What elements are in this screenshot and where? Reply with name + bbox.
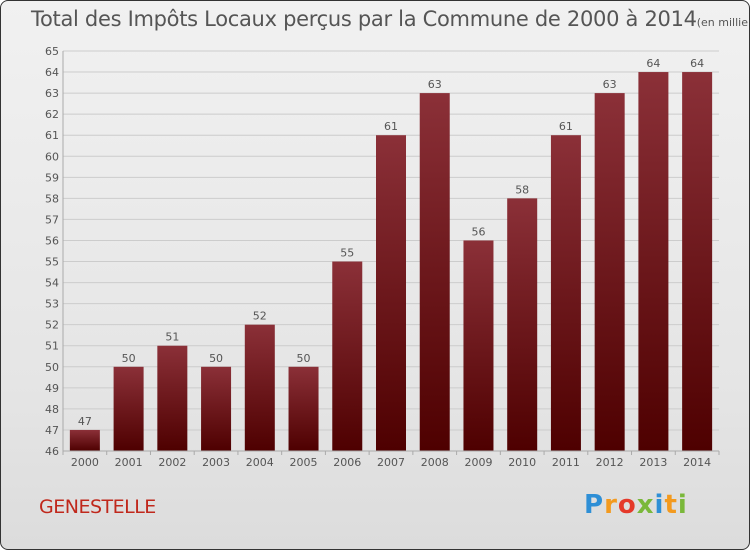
bar — [244, 324, 275, 451]
x-tick-label: 2008 — [421, 456, 449, 469]
bar — [113, 366, 144, 451]
bar-value-label: 52 — [253, 310, 267, 323]
bar — [682, 72, 713, 451]
y-tick-label: 58 — [45, 192, 59, 205]
y-tick-label: 56 — [45, 234, 59, 247]
y-tick-label: 54 — [45, 277, 59, 290]
bar-value-label: 56 — [471, 225, 485, 238]
x-tick-label: 2011 — [552, 456, 580, 469]
bar-value-label: 50 — [122, 352, 136, 365]
bar — [332, 261, 363, 451]
y-tick-label: 50 — [45, 361, 59, 374]
bar — [69, 429, 100, 451]
bar-value-label: 51 — [165, 331, 179, 344]
logo-letter: P — [584, 490, 605, 520]
commune-name: GENESTELLE — [39, 496, 156, 518]
y-tick-label: 55 — [45, 256, 59, 269]
bar-value-label: 50 — [209, 352, 223, 365]
y-tick-label: 51 — [45, 340, 59, 353]
x-tick-label: 2002 — [158, 456, 186, 469]
chart-title-unit: (en milliers d'€) — [696, 16, 749, 29]
bar — [288, 366, 319, 451]
x-tick-label: 2000 — [71, 456, 99, 469]
x-tick-label: 2010 — [508, 456, 536, 469]
chart-title-text: Total des Impôts Locaux perçus par la Co… — [31, 7, 697, 31]
bar-value-label: 58 — [515, 183, 529, 196]
x-tick-label: 2003 — [202, 456, 230, 469]
x-tick-label: 2012 — [596, 456, 624, 469]
proxiti-logo: Proxiti — [584, 490, 688, 520]
logo-letter: o — [617, 490, 637, 520]
chart-title: Total des Impôts Locaux perçus par la Co… — [31, 7, 749, 31]
x-tick-label: 2007 — [377, 456, 405, 469]
bar-value-label: 64 — [690, 57, 704, 70]
logo-letter: x — [636, 490, 655, 520]
y-tick-label: 61 — [45, 129, 59, 142]
x-tick-label: 2005 — [290, 456, 318, 469]
bar-value-label: 61 — [384, 120, 398, 133]
bar — [550, 135, 581, 452]
x-tick-label: 2006 — [333, 456, 361, 469]
y-tick-label: 59 — [45, 171, 59, 184]
y-tick-label: 47 — [45, 424, 59, 437]
y-tick-label: 52 — [45, 319, 59, 332]
x-tick-label: 2014 — [683, 456, 711, 469]
y-tick-label: 63 — [45, 87, 59, 100]
y-tick-label: 53 — [45, 298, 59, 311]
y-tick-label: 64 — [45, 66, 59, 79]
bar-value-label: 64 — [646, 57, 660, 70]
bar — [507, 198, 538, 451]
bar-value-label: 63 — [603, 78, 617, 91]
bar-value-label: 63 — [428, 78, 442, 91]
y-tick-label: 60 — [45, 150, 59, 163]
logo-letter: t — [664, 490, 678, 520]
axes: 46 47 48 49 50 51 52 53 54 55 56 57 58 59 60 61 62 63 64 65… — [45, 45, 720, 469]
bar-value-label: 61 — [559, 120, 573, 133]
bars: 47 50 51 50 52 50 55 61 63 56 58 61 63 64 64 — [69, 57, 713, 452]
x-tick-label: 2004 — [246, 456, 274, 469]
x-tick-label: 2001 — [115, 456, 143, 469]
bar — [419, 93, 450, 452]
y-tick-label: 46 — [45, 445, 59, 458]
y-tick-label: 48 — [45, 403, 59, 416]
logo-letter: r — [604, 490, 618, 520]
bar — [157, 345, 188, 451]
bar — [201, 366, 232, 451]
logo-letter: i — [654, 490, 665, 520]
y-tick-label: 57 — [45, 213, 59, 226]
x-tick-label: 2013 — [639, 456, 667, 469]
bar-value-label: 50 — [297, 352, 311, 365]
bar-value-label: 55 — [340, 247, 354, 260]
y-tick-label: 62 — [45, 108, 59, 121]
bar — [638, 72, 669, 451]
bar — [594, 93, 625, 452]
x-tick-label: 2009 — [464, 456, 492, 469]
bar — [463, 240, 494, 451]
logo-letter: i — [677, 490, 688, 520]
bar-value-label: 47 — [78, 415, 92, 428]
y-tick-label: 65 — [45, 45, 59, 58]
y-tick-label: 49 — [45, 382, 59, 395]
bar — [376, 135, 406, 452]
